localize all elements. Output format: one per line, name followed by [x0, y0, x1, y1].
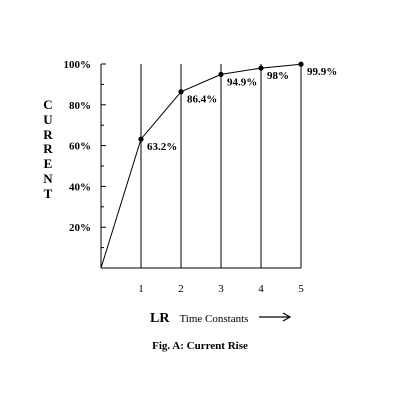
- data-point: [218, 71, 224, 78]
- data-label: 63.2%: [147, 141, 177, 153]
- current-curve-line: [100, 63, 302, 269]
- data-point: [138, 136, 144, 142]
- y-tick-label: 100%: [64, 59, 92, 71]
- y-tick-label: 60%: [69, 141, 91, 153]
- x-axis-label-main: LR: [150, 311, 170, 326]
- y-axis-label-letter: R: [43, 141, 53, 157]
- data-label: 98%: [267, 70, 289, 82]
- y-tick-label: 20%: [69, 222, 91, 234]
- data-label: 99.9%: [307, 66, 337, 78]
- x-tick-label: 4: [258, 283, 264, 295]
- y-axis-label-letter: U: [43, 111, 53, 127]
- data-point: [298, 61, 304, 67]
- x-axis-label-sub: Time Constants: [179, 313, 249, 325]
- x-tick-label: 1: [138, 283, 144, 295]
- x-tick-label: 3: [218, 283, 224, 295]
- chart-caption: Fig. A: Current Rise: [152, 340, 248, 352]
- x-tick-label: 5: [298, 283, 304, 295]
- data-point: [178, 89, 184, 95]
- x-axis-label-row: LR Time Constants: [150, 309, 292, 329]
- long-right-arrow-icon: [258, 310, 292, 328]
- data-label: 86.4%: [187, 94, 217, 106]
- y-tick-label: 80%: [69, 100, 91, 112]
- y-axis-label-letter: R: [43, 126, 53, 142]
- y-axis-label-letter: E: [43, 156, 53, 172]
- data-point: [258, 65, 264, 71]
- y-axis-label-letter: T: [43, 185, 53, 201]
- x-tick-label: 2: [178, 283, 184, 295]
- y-axis-label-letter: N: [43, 170, 53, 186]
- y-tick-label: 40%: [69, 181, 91, 193]
- y-axis-label-letter: C: [43, 97, 53, 112]
- data-label: 94.9%: [227, 76, 257, 88]
